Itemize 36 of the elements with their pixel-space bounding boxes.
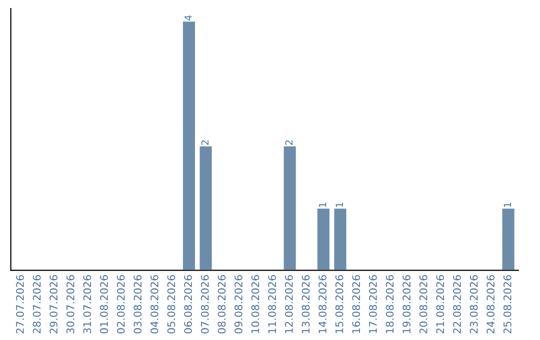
- x-tick-label: 11.08.2026: [268, 275, 276, 333]
- x-tick-label: 08.08.2026: [218, 275, 226, 334]
- data-label: 1: [319, 202, 326, 207]
- x-tick-label: 19.08.2026: [402, 275, 410, 333]
- data-label: 1: [504, 202, 511, 207]
- x-tick-label: 01.08.2026: [100, 275, 108, 334]
- x-tick-label: 23.08.2026: [470, 275, 478, 334]
- x-tick-label: 04.08.2026: [150, 275, 158, 334]
- x-tick-label: 14.08.2026: [318, 275, 326, 333]
- x-tick-label: 15.08.2026: [335, 275, 344, 333]
- x-tick-label: 20.08.2026: [419, 275, 428, 334]
- x-tick-label: 21.08.2026: [436, 275, 444, 334]
- x-tick-label: 25.08.2026: [503, 275, 512, 334]
- x-tick-label: 06.08.2026: [184, 275, 192, 334]
- data-label: 2: [201, 140, 208, 145]
- x-tick-label: 18.08.2026: [386, 275, 394, 333]
- x-tick-label: 05.08.2026: [167, 275, 176, 334]
- x-tick-label: 29.07.2026: [50, 275, 58, 334]
- data-label: 1: [336, 202, 343, 207]
- x-tick-label: 02.08.2026: [116, 275, 125, 334]
- x-tick-label: 03.08.2026: [134, 275, 142, 334]
- x-tick-label: 12.08.2026: [284, 275, 293, 333]
- x-tick-label: 10.08.2026: [251, 275, 260, 333]
- x-tick-label: 13.08.2026: [302, 275, 310, 333]
- x-tick-label: 24.08.2026: [486, 275, 495, 334]
- x-tick-label: 22.08.2026: [453, 275, 461, 334]
- data-label: 4: [184, 15, 192, 20]
- x-tick-label: 30.07.2026: [66, 275, 74, 334]
- x-tick-label: 31.07.2026: [83, 275, 92, 334]
- x-tick-label: 28.07.2026: [32, 275, 41, 334]
- x-tick-label: 09.08.2026: [234, 275, 242, 334]
- data-label: 2: [285, 140, 292, 145]
- x-tick-label: 27.07.2026: [16, 275, 24, 334]
- x-tick-label: 17.08.2026: [368, 275, 377, 333]
- x-tick-label: 16.08.2026: [352, 275, 360, 333]
- x-tick-label: 07.08.2026: [200, 275, 209, 334]
